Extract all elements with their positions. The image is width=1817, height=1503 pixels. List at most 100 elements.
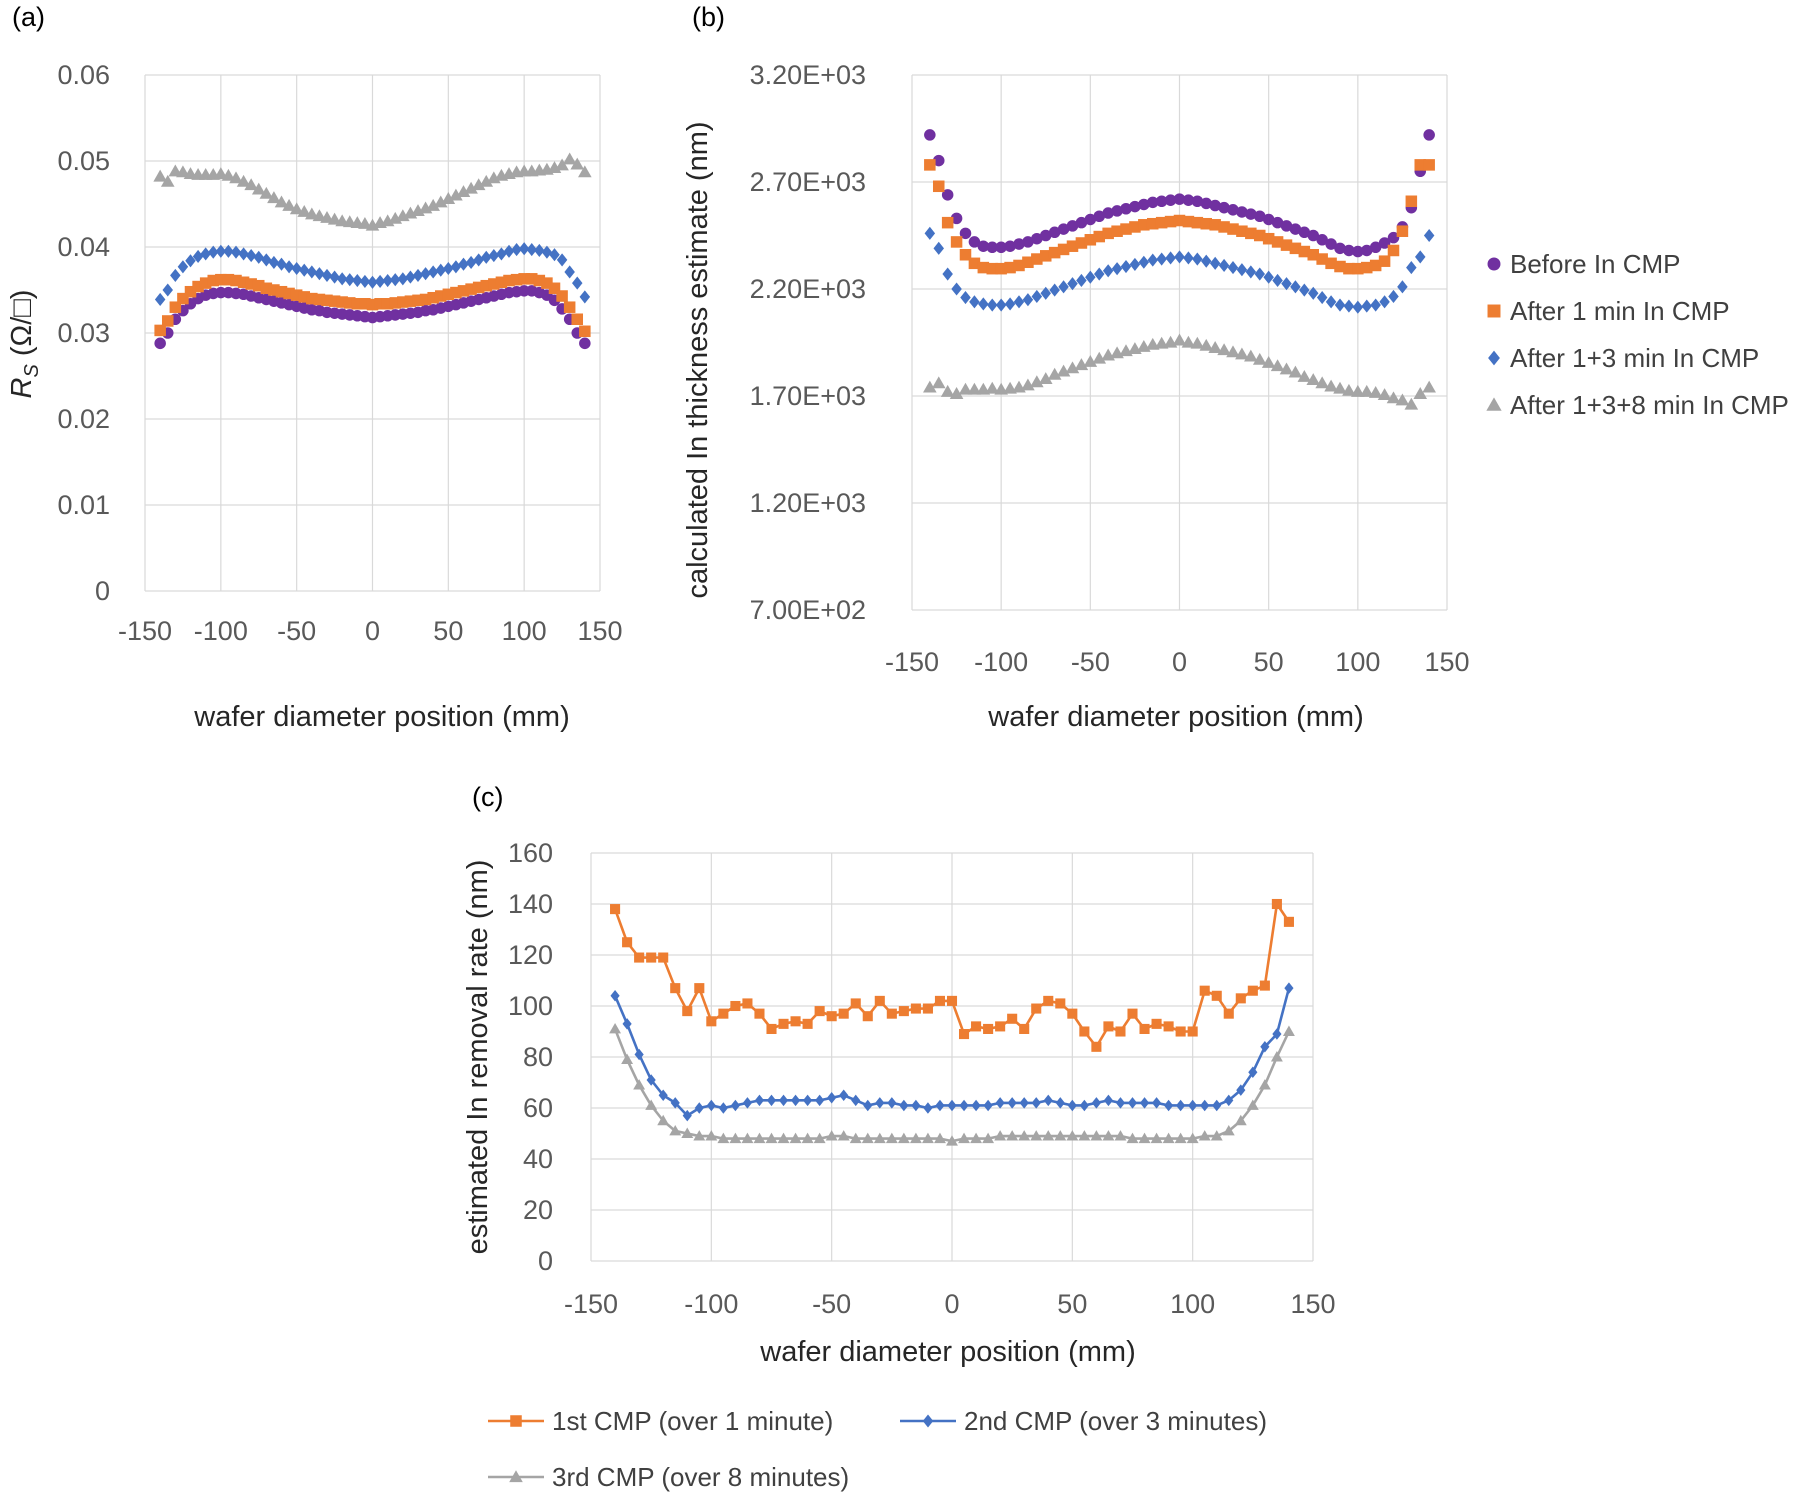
panel-c-data-point — [886, 1008, 897, 1019]
panel-c-data-point — [1224, 1094, 1234, 1107]
panel-b-data-point — [1272, 273, 1283, 287]
panel-a-data-point — [389, 297, 402, 309]
panel-b-data-point — [1102, 227, 1114, 240]
panel-c-data-point — [839, 1089, 849, 1101]
panel-a-data-point — [276, 257, 287, 271]
panel-a-data-point — [252, 279, 265, 292]
panel-c-data-point — [863, 1099, 873, 1112]
panel-a-data-point — [238, 247, 249, 261]
panel-a-data-point — [177, 292, 189, 305]
panel-b-data-point — [1004, 240, 1016, 252]
panel-b-data-point — [1040, 286, 1051, 300]
panel-b-data-point — [1013, 295, 1025, 309]
panel-b-data-point — [1414, 159, 1427, 171]
panel-b-data-point — [977, 261, 990, 274]
panel-c: (c) 0 20 40 60 80 100 120 140 160 -150 -100 -50 0 50… — [462, 782, 1336, 1492]
panel-b-data-point — [1165, 251, 1176, 265]
panel-a-data-point — [260, 282, 273, 295]
panel-b-data-point — [968, 257, 981, 270]
panel-a-data-point — [397, 272, 409, 286]
panel-a-data-point — [570, 157, 585, 170]
panel-a-data-point — [306, 265, 318, 279]
panel-b-data-point — [1102, 264, 1114, 278]
panel-a-data-point — [572, 276, 583, 290]
panel-b-data-point — [932, 154, 945, 167]
panel-c-data-point — [790, 1094, 801, 1107]
panel-c-data-point — [1018, 1130, 1031, 1141]
panel-b-x-tick-label: 0 — [1172, 647, 1187, 677]
panel-a-data-point — [562, 152, 577, 165]
panel-b-data-point — [1047, 367, 1062, 380]
panel-c-data-point — [875, 1097, 885, 1109]
panel-c-data-point — [634, 1048, 644, 1061]
panel-a-data-point — [390, 273, 401, 287]
panel-a-data-point — [374, 274, 386, 288]
panel-b-data-point — [985, 381, 1000, 394]
panel-c-data-point — [1042, 1130, 1055, 1141]
panel-c-y-tick-label: 40 — [523, 1144, 553, 1174]
panel-b-data-point — [1298, 245, 1311, 258]
panel-b-y-tick-label: 7.00E+02 — [750, 595, 866, 625]
panel-c-data-point — [1067, 1099, 1077, 1112]
panel-a-data-point — [289, 202, 304, 215]
panel-b-data-point — [1084, 234, 1097, 246]
panel-b-data-point — [1298, 226, 1311, 239]
panel-b-data-point — [1192, 252, 1203, 266]
panel-b-data-point — [1253, 210, 1266, 223]
panel-b-data-point — [1217, 343, 1231, 356]
panel-a-data-point — [222, 273, 235, 286]
panel-b-data-point — [1111, 262, 1123, 276]
legend-item: Before In CMP — [1487, 249, 1681, 279]
panel-a-data-point — [267, 191, 281, 204]
panel-b-data-point — [1049, 283, 1060, 297]
panel-b-data-point — [1306, 373, 1321, 386]
panel-c-data-point — [838, 1008, 849, 1019]
panel-b-data-point — [1048, 226, 1061, 239]
panel-a-data-point — [169, 301, 182, 313]
panel-b-data-point — [1218, 258, 1230, 273]
panel-a-data-point — [176, 165, 190, 178]
panel-a-data-point — [435, 263, 446, 277]
panel-c-data-point — [851, 1094, 861, 1107]
panel-b-data-point — [1290, 280, 1301, 294]
panel-c-data-point — [669, 1125, 682, 1136]
panel-b-data-point — [1315, 376, 1329, 389]
panel-a-data-point — [251, 182, 266, 195]
panel-b-data-point — [1209, 256, 1221, 270]
panel-b-data-point — [1075, 216, 1088, 229]
panel-c-data-point — [1222, 1125, 1235, 1136]
panel-c-data-point — [657, 1114, 670, 1126]
panel-a-data-point — [259, 186, 274, 199]
panel-b-data-point — [1406, 261, 1417, 275]
panel-b-data-point — [932, 180, 945, 193]
panel-c-data-point — [983, 1099, 993, 1112]
panel-b-data-point — [1227, 223, 1239, 235]
panel-c-data-point — [909, 1132, 922, 1144]
panel-b-data-point — [1075, 237, 1088, 249]
panel-b-data-point — [1227, 261, 1239, 275]
panel-c-x-tick-label: 0 — [944, 1289, 959, 1319]
panel-a-x-tick-label: -150 — [118, 616, 172, 646]
panel-b-data-point — [1360, 261, 1373, 274]
panel-b-data-point — [1368, 385, 1383, 398]
panel-a-data-point — [275, 285, 288, 298]
panel-b-data-point — [1263, 270, 1274, 284]
panel-b: (b) 7.00E+02 1.20E+03 1.70E+03 2.20E+03 2.70… — [682, 2, 1789, 733]
panel-a-data-point — [518, 242, 530, 256]
panel-a-data-point — [488, 249, 500, 263]
panel-c-data-point — [958, 1029, 970, 1040]
panel-c-data-point — [994, 1130, 1007, 1141]
panel-a-data-point — [549, 248, 560, 262]
panel-a-data-point — [496, 247, 507, 261]
panel-b-data-point — [1004, 297, 1016, 311]
panel-c-y-axis-title: estimated In removal rate (nm) — [462, 860, 494, 1255]
panel-a-data-point — [268, 255, 280, 270]
panel-a-data-point — [481, 250, 492, 264]
panel-a-data-point — [215, 244, 227, 258]
panel-a-data-point — [533, 274, 546, 287]
panel-c-data-point — [1247, 985, 1258, 996]
panel-b-data-point — [1067, 277, 1078, 291]
panel-c-x-tick-label: 150 — [1290, 1289, 1335, 1319]
panel-a-data-point — [299, 263, 310, 277]
panel-c-data-point — [947, 1099, 957, 1112]
